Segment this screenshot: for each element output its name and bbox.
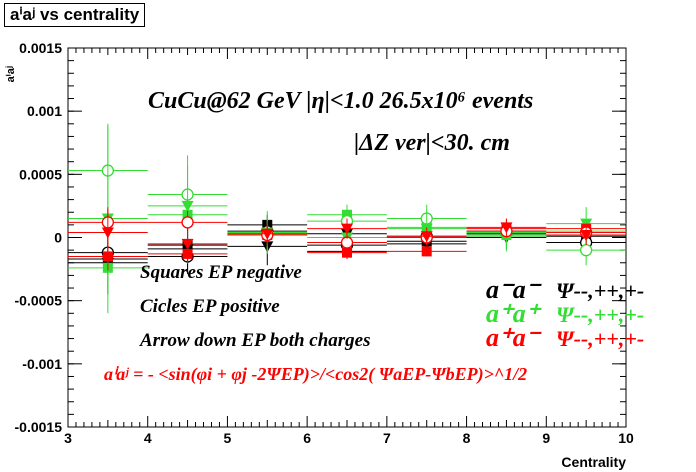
x-tick-label: 10 [618,430,634,446]
species-legend: a⁻a⁻ Ψ--,++,+- a⁺a⁺ Ψ--,++,+- a⁺a⁻ Ψ--,+… [486,275,644,352]
data-point-triangle [420,231,433,243]
species-psi-plus-plus: Ψ--,++,+- [556,302,644,327]
species-label-minus-minus: a⁻a⁻ [486,275,542,304]
x-tick-label: 7 [383,430,391,446]
axes: 3 4 5 6 7 8 9 10 0.0015 0.001 0.0005 0 -0.0005 -0.001… [15,40,634,446]
legend-arrows: Arrow down EP both charges [139,330,371,351]
header-zvertex: |ΔZ ver|<30. cm [354,130,510,156]
y-tick-label: -0.001 [22,356,62,372]
legend-squares: Squares EP negative [140,262,302,283]
y-tick-label: 0.0005 [19,166,62,182]
x-tick-label: 4 [144,430,152,446]
y-tick-label: 0.0015 [19,40,62,56]
data-point-square [421,246,432,257]
series-8 [68,209,626,261]
data-point-triangle [341,223,353,235]
x-axis-label: Centrality [561,454,626,470]
formula-annotation: aⁱaʲ = - <sin(φi + φj -2ΨEP)>/<cos2( ΨaE… [104,364,527,385]
data-point-triangle [181,200,194,212]
data-point-triangle [181,238,194,250]
x-tick-label: 6 [303,430,311,446]
species-psi-minus-minus: Ψ--,++,+- [556,278,644,303]
data-point-square [102,251,113,262]
y-tick-label: 0.001 [27,103,62,119]
species-label-plus-plus: a⁺a⁺ [486,299,542,328]
legend-circles: Cicles EP positive [140,296,280,317]
data-marks [68,123,626,314]
data-point-square [342,247,352,258]
y-tick-label: -0.0015 [15,419,63,435]
header-events: CuCu@62 GeV |η|<1.0 26.5x10⁶ events [148,88,533,114]
data-point-triangle [261,228,274,240]
y-tick-label: 0 [54,230,62,246]
x-tick-label: 3 [64,430,72,446]
y-axis-label: aⁱaʲ [4,66,17,82]
species-label-plus-minus: a⁺a⁻ [486,323,542,352]
data-point-triangle [580,229,593,241]
data-point-triangle [101,227,114,239]
y-tick-label: -0.0005 [15,293,63,309]
x-tick-label: 8 [463,430,471,446]
chart-title: aⁱaʲ vs centrality [4,3,146,27]
x-tick-label: 5 [224,430,232,446]
data-point-circle [181,216,194,229]
data-point-circle [579,243,593,257]
species-psi-plus-minus: Ψ--,++,+- [556,326,644,351]
data-point-triangle [500,222,513,234]
x-tick-label: 9 [542,430,550,446]
